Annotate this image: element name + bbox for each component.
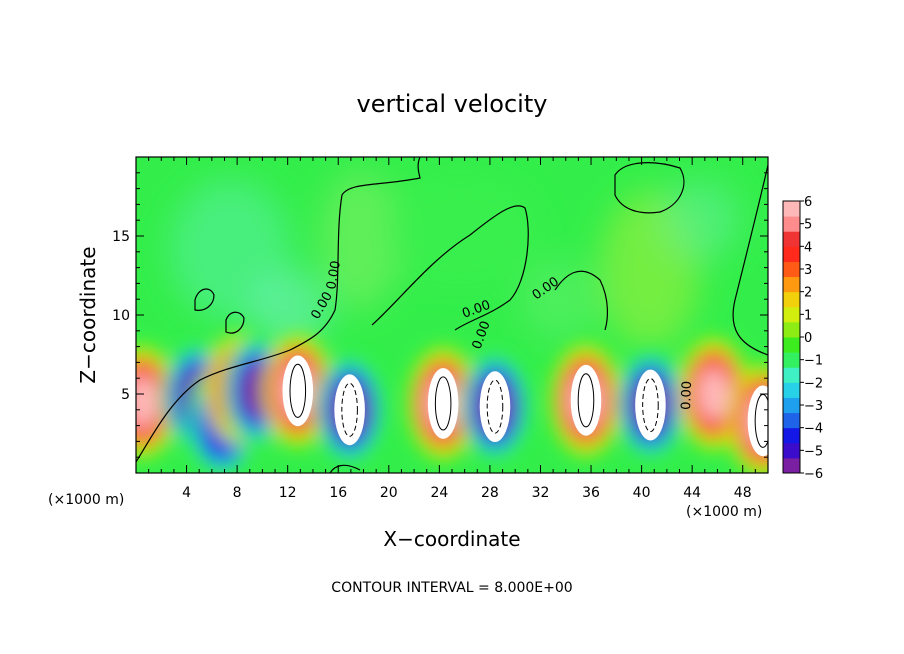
x-tick-label: 44	[683, 485, 701, 501]
colorbar-swatch	[783, 261, 800, 278]
colorbar-swatch	[783, 427, 800, 444]
cell-core	[570, 364, 602, 436]
x-axis: 4 8 12 16 20 24 28 32 36 40 44 48	[148, 157, 756, 501]
cell-core	[334, 374, 365, 446]
contour-labels: 0.00 0.00 0.00 0.00 0.00 0.00	[308, 260, 695, 411]
contour-line-main	[136, 157, 421, 463]
x-tick-label: 24	[430, 485, 448, 501]
colorbar-tick-label: −1	[804, 354, 823, 369]
contour-line-mid	[371, 205, 529, 331]
x-tick-label: 36	[582, 485, 600, 501]
cell-core	[282, 355, 314, 427]
colorbar-swatch	[783, 246, 800, 262]
colorbar-tick-label: −4	[804, 422, 823, 437]
y-tick-label: 15	[112, 229, 130, 245]
contour-line-right	[554, 270, 608, 331]
x-tick-label: 4	[182, 485, 191, 501]
x-tick-label: 40	[633, 485, 651, 501]
contour-line-base	[329, 464, 361, 473]
colorbar-tick-label: 1	[804, 308, 812, 323]
x-tick-label: 8	[233, 485, 242, 501]
x-tick-label: 32	[532, 485, 550, 501]
contour-line-far-right	[732, 164, 768, 356]
cell-core	[427, 368, 459, 439]
colorbar-swatch	[783, 321, 800, 338]
core-layer	[282, 355, 768, 457]
y-tick-label: 5	[121, 387, 130, 403]
colorbar-swatch	[783, 397, 800, 414]
colorbar-swatch	[783, 201, 800, 217]
colorbar-swatch	[783, 291, 800, 308]
colorbar-swatch	[783, 337, 800, 353]
contour-loop-small-2	[225, 311, 245, 334]
heatmap-field: 0.00 0.00 0.00 0.00 0.00 0.00	[136, 157, 768, 473]
colorbar-tick-label: 4	[804, 240, 812, 255]
x-axis-label: X−coordinate	[383, 527, 520, 551]
cell-contour	[341, 382, 358, 437]
upper-shading	[170, 170, 740, 350]
cell-ring	[136, 375, 159, 429]
contour-label: 0.00	[679, 381, 695, 410]
colorbar-swatch	[783, 276, 800, 293]
chart-title: vertical velocity	[357, 90, 548, 118]
colorbar-swatch	[783, 216, 800, 232]
colorbar-tick-label: 3	[804, 263, 812, 278]
cell-contour	[642, 378, 659, 433]
zero-contours	[136, 157, 768, 473]
cell-contour	[486, 379, 504, 434]
colorbar-swatch	[783, 306, 800, 323]
colorbar-swatch	[783, 382, 800, 398]
colorbar-swatch	[783, 442, 800, 459]
x-tick-label: 48	[734, 485, 752, 501]
x-unit-left: (×1000 m)	[48, 492, 124, 508]
y-axis-label: Z−coordinate	[76, 246, 100, 383]
colorbar-tick-label: −2	[804, 376, 823, 391]
colorbar-tick-label: 5	[804, 218, 812, 233]
contour-interval-note: CONTOUR INTERVAL = 8.000E+00	[331, 580, 572, 596]
cell-core	[747, 385, 768, 457]
colorbar-swatch	[783, 352, 800, 368]
cell-core	[479, 371, 511, 443]
cell-core	[635, 369, 666, 441]
cell-contour	[289, 363, 307, 418]
colorbar-swatch	[783, 367, 800, 383]
x-unit-right: (×1000 m)	[686, 504, 762, 520]
colorbar-tick-label: −5	[804, 444, 823, 459]
x-tick-label: 16	[329, 485, 347, 501]
colorbar: 6 5 4 3 2 1 0 −1 −2 −3 −4 −5 −6	[782, 195, 823, 482]
colorbar-tick-label: 2	[804, 286, 812, 301]
contour-label: 0.00	[324, 260, 344, 291]
contour-loop-small	[194, 288, 215, 311]
x-tick-label: 28	[481, 485, 499, 501]
y-axis: 5 10 15	[112, 172, 768, 458]
colorbar-tick-label: 0	[804, 331, 812, 346]
colorbar-tick-label: 6	[804, 195, 812, 210]
cell-contour	[577, 373, 595, 428]
colorbar-swatch	[783, 457, 800, 474]
x-tick-label: 12	[279, 485, 297, 501]
cell-ring	[696, 367, 731, 421]
colorbar-tick-label: −3	[804, 399, 823, 414]
colorbar-swatch	[783, 231, 800, 247]
contour-loop-top	[614, 162, 685, 214]
y-tick-label: 10	[112, 308, 130, 324]
cell-contour	[434, 376, 452, 431]
colorbar-tick-label: −6	[804, 467, 823, 482]
x-tick-label: 20	[380, 485, 398, 501]
colorbar-swatch	[783, 412, 800, 429]
